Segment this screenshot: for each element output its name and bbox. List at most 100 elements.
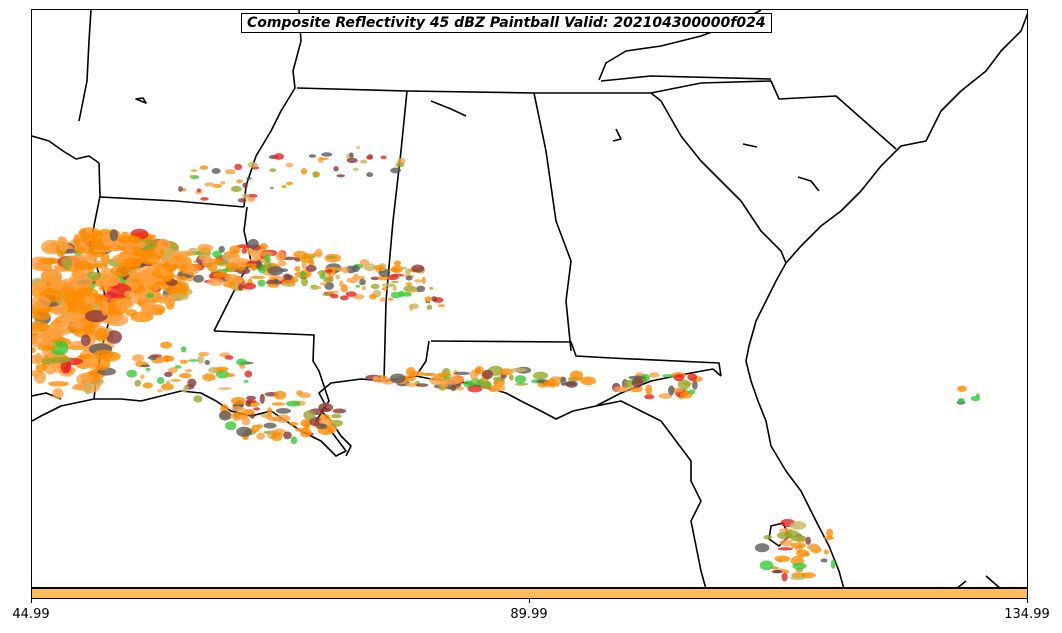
reflectivity-blob <box>345 291 357 297</box>
reflectivity-blob <box>366 172 374 178</box>
reflectivity-blob <box>232 249 239 254</box>
reflectivity-blob <box>242 282 256 290</box>
reflectivity-blob <box>823 549 829 555</box>
reflectivity-blob <box>398 266 407 270</box>
reflectivity-blob <box>282 282 296 287</box>
lake-detail-3 <box>612 128 622 142</box>
reflectivity-blob <box>314 171 321 178</box>
reflectivity-blob <box>346 157 358 163</box>
reflectivity-blob <box>688 389 696 395</box>
reflectivity-blob <box>267 283 280 288</box>
reflectivity-blob <box>157 264 168 268</box>
reflectivity-blob <box>454 371 471 375</box>
reflectivity-blob <box>191 169 198 172</box>
reflectivity-blob <box>286 181 293 186</box>
reflectivity-blob <box>290 436 298 445</box>
reflectivity-blob <box>257 279 266 287</box>
reflectivity-blob <box>613 386 629 393</box>
reflectivity-blob <box>286 400 301 407</box>
reflectivity-blob <box>52 388 64 399</box>
reflectivity-blob <box>370 276 380 281</box>
reflectivity-blob <box>32 321 50 333</box>
reflectivity-blob <box>361 286 366 291</box>
reflectivity-blob <box>673 374 685 382</box>
reflectivity-blob <box>415 383 429 387</box>
reflectivity-blob <box>335 274 341 280</box>
reflectivity-blob <box>351 265 360 273</box>
reflectivity-blob <box>569 370 584 381</box>
reflectivity-blob <box>273 390 287 400</box>
colorbar-tick-2 <box>1027 599 1028 603</box>
reflectivity-blob <box>142 382 153 389</box>
reflectivity-blob <box>360 159 368 164</box>
reflectivity-blob <box>206 262 218 272</box>
reflectivity-blob <box>199 165 209 170</box>
boundary-red-river <box>32 135 100 164</box>
reflectivity-blob <box>197 243 213 253</box>
reflectivity-blob <box>56 314 82 323</box>
lake-detail-4 <box>742 143 758 148</box>
reflectivity-blob <box>771 570 784 574</box>
lake-detail-2 <box>430 100 467 117</box>
boundary-ok-ar-line <box>78 10 92 122</box>
reflectivity-blob <box>490 384 506 392</box>
reflectivity-blob <box>260 242 268 250</box>
reflectivity-blob <box>236 358 247 366</box>
reflectivity-blob <box>370 283 380 290</box>
reflectivity-blob <box>624 380 634 388</box>
reflectivity-blob <box>293 250 307 259</box>
reflectivity-blob <box>256 260 262 269</box>
reflectivity-blob <box>826 528 834 538</box>
reflectivity-blob <box>303 253 318 258</box>
colorbar-tick-0 <box>31 599 32 603</box>
reflectivity-blob <box>215 370 230 379</box>
map-canvas <box>32 10 1027 587</box>
reflectivity-blob <box>382 283 396 288</box>
state-boundaries <box>32 10 1027 587</box>
colorbar-tick-label-2: 134.99 <box>1004 607 1050 622</box>
reflectivity-blob <box>532 371 549 380</box>
reflectivity-blob <box>381 287 388 291</box>
reflectivity-blob <box>69 275 93 289</box>
reflectivity-blob <box>340 295 349 301</box>
reflectivity-blob <box>341 266 349 274</box>
reflectivity-blob <box>160 341 173 349</box>
reflectivity-blob <box>390 273 405 277</box>
boundary-tn-nc <box>600 75 772 82</box>
reflectivity-blob <box>281 185 287 189</box>
reflectivity-blob <box>200 197 209 201</box>
reflectivity-blob <box>631 378 644 388</box>
reflectivity-blob <box>32 295 51 309</box>
reflectivity-blob <box>38 257 61 265</box>
coast-atlantic <box>745 13 1027 587</box>
boundary-la-ms-31 <box>213 330 325 387</box>
reflectivity-blob <box>237 278 246 283</box>
reflectivity-blob <box>212 250 222 258</box>
reflectivity-blob <box>366 155 373 160</box>
reflectivity-blob <box>35 352 43 364</box>
reflectivity-blob <box>187 378 197 387</box>
reflectivity-blob <box>242 182 248 188</box>
reflectivity-blob <box>301 277 309 287</box>
reflectivity-blob <box>373 264 385 271</box>
reflectivity-blob <box>294 265 301 272</box>
reflectivity-blob <box>108 309 118 316</box>
reflectivity-blob <box>463 380 474 388</box>
reflectivity-blob <box>309 416 322 427</box>
reflectivity-blob <box>218 245 225 253</box>
reflectivity-blob <box>159 270 173 276</box>
reflectivity-blob <box>288 421 299 427</box>
reflectivity-blob <box>139 251 161 265</box>
reflectivity-blob <box>957 385 967 392</box>
reflectivity-blob <box>474 367 481 374</box>
reflectivity-blob <box>256 432 266 440</box>
reflectivity-blob <box>168 367 178 374</box>
boundary-al-west-bay <box>415 340 430 377</box>
colorbar-tick-label-0: 44.99 <box>12 607 50 622</box>
reflectivity-blob <box>126 241 134 255</box>
reflectivity-blob <box>176 275 187 281</box>
reflectivity-blob <box>170 379 181 382</box>
reflectivity-blob <box>247 197 256 202</box>
reflectivity-blob <box>132 250 142 257</box>
reflectivity-blob <box>161 383 174 391</box>
